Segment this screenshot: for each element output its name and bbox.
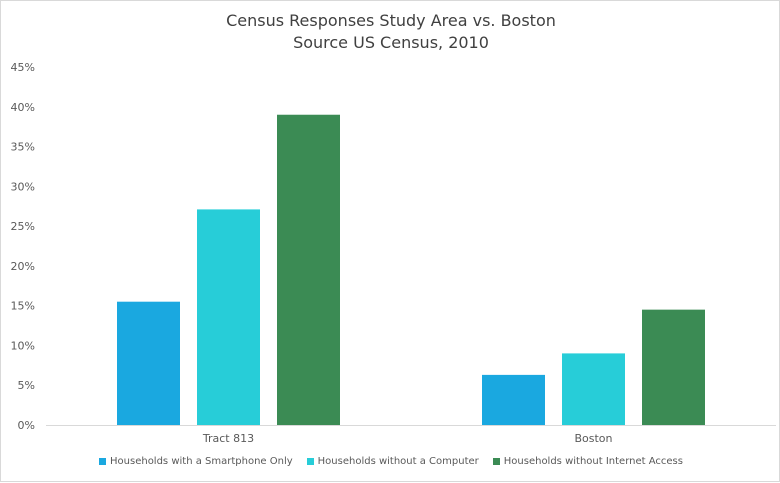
- legend-label: Households with a Smartphone Only: [110, 456, 293, 467]
- bar: [562, 353, 625, 425]
- x-tick-label: Tract 813: [202, 432, 254, 445]
- x-tick-label: Boston: [574, 432, 612, 445]
- bar: [277, 114, 340, 425]
- chart-title: Census Responses Study Area vs. Boston: [226, 11, 556, 30]
- chart-legend: Households with a Smartphone Only Househ…: [1, 456, 780, 467]
- y-tick-label: 15%: [11, 300, 35, 313]
- y-tick-label: 5%: [18, 379, 35, 392]
- y-tick-label: 20%: [11, 260, 35, 273]
- chart-title-block: Census Responses Study Area vs. Boston S…: [1, 10, 780, 54]
- bar: [197, 209, 260, 425]
- legend-item-smartphone: Households with a Smartphone Only: [99, 456, 293, 467]
- y-tick-label: 30%: [11, 180, 35, 193]
- y-tick-label: 40%: [11, 101, 35, 114]
- y-tick-label: 10%: [11, 339, 35, 352]
- legend-label: Households without Internet Access: [503, 456, 683, 467]
- chart-subtitle: Source US Census, 2010: [293, 33, 489, 52]
- legend-item-no-internet: Households without Internet Access: [492, 456, 683, 467]
- y-tick-label: 45%: [11, 61, 35, 74]
- legend-item-no-computer: Households without a Computer: [306, 456, 479, 467]
- bar: [482, 374, 545, 425]
- y-tick-label: 35%: [11, 141, 35, 154]
- bar: [117, 301, 180, 425]
- legend-swatch: [492, 458, 500, 465]
- y-tick-label: 25%: [11, 220, 35, 233]
- legend-label: Households without a Computer: [317, 456, 479, 467]
- legend-swatch: [99, 458, 107, 465]
- bar: [642, 309, 705, 425]
- y-tick-label: 0%: [18, 419, 35, 432]
- legend-swatch: [306, 458, 314, 465]
